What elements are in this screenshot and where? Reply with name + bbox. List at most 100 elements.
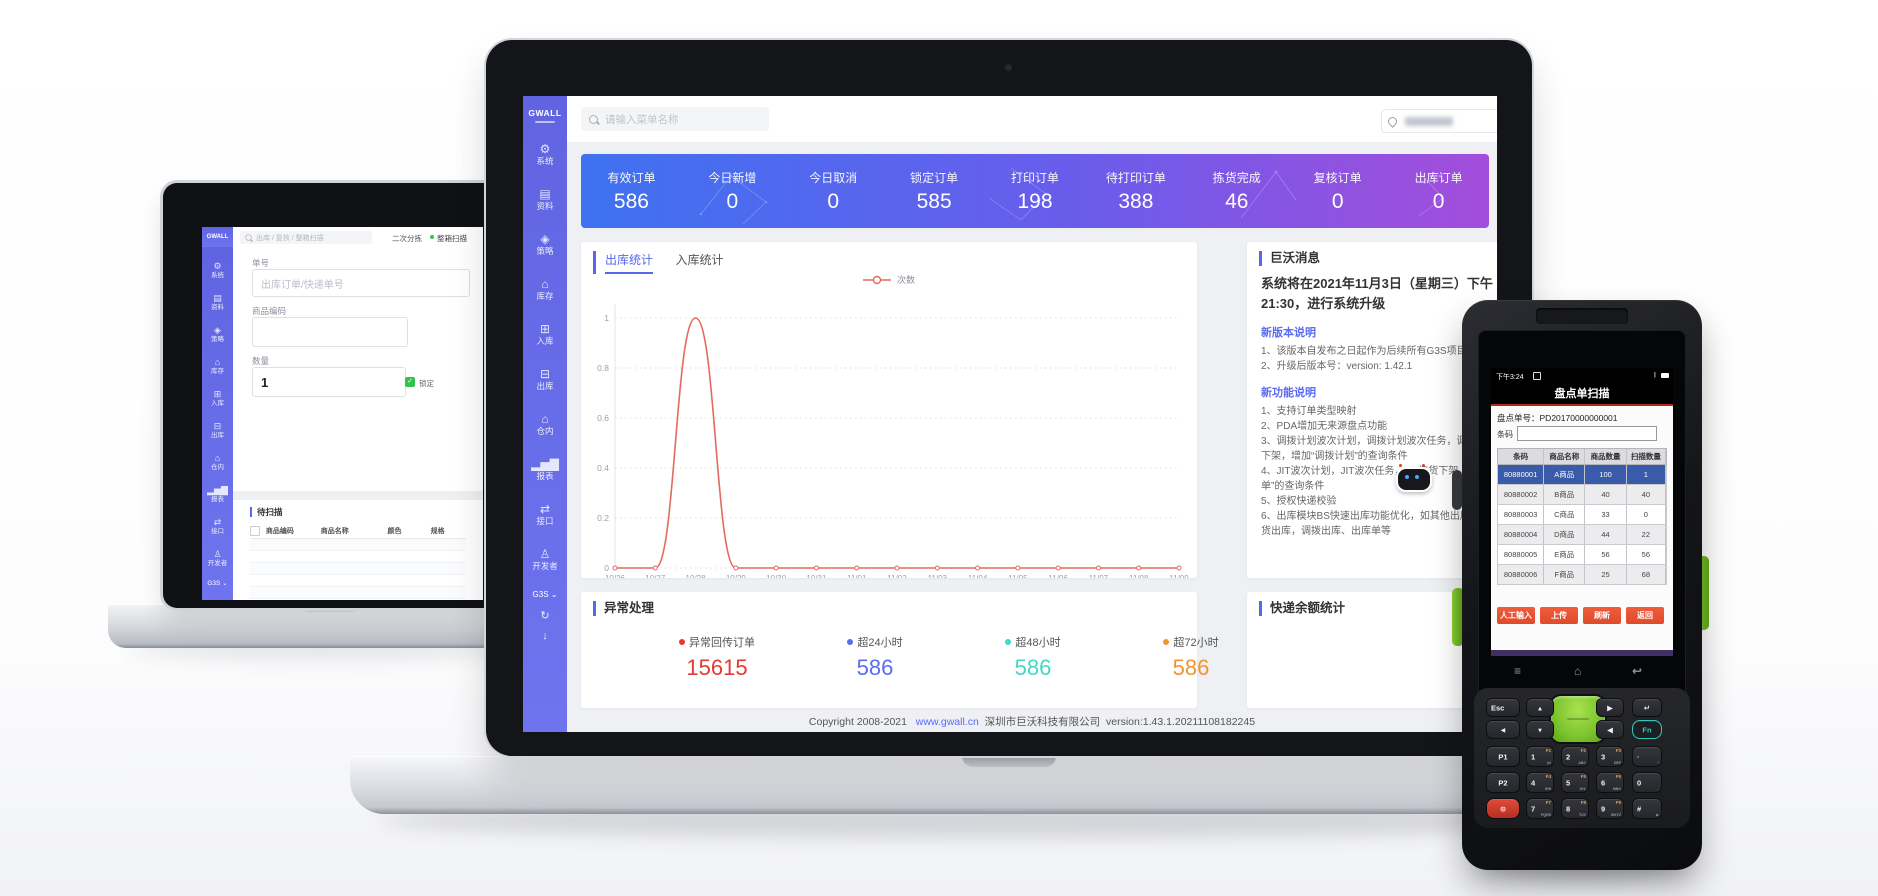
message-item: 6、出库模块BS快速出库功能优化，如其他出库，采购退货出库，调拨出库、出库单等 xyxy=(1261,511,1497,537)
key-power[interactable]: ⊙ xyxy=(1486,798,1520,819)
pda-table-row[interactable]: 80880004 D商品 44 22 xyxy=(1497,525,1667,545)
main-logo: GWALL xyxy=(528,108,562,118)
barcode-input[interactable] xyxy=(1517,426,1657,441)
key-fn[interactable]: Fn xyxy=(1632,720,1662,739)
sidebar-item-interface[interactable]: ⇄ 接口 xyxy=(202,511,233,543)
sidebar-item-warehouse[interactable]: ⌂ 仓内 xyxy=(202,447,233,479)
env-select[interactable]: G3S ⌄ xyxy=(207,580,228,587)
order-no-input[interactable]: 出库订单/快递单号 xyxy=(252,269,470,297)
pda-screen-bottom-strip xyxy=(1491,650,1673,656)
home-icon[interactable]: ⌂ xyxy=(1574,664,1582,678)
key-key-9[interactable]: 9 F9 WXYZ xyxy=(1596,798,1624,819)
stat-card: 拣货完成 46 xyxy=(1186,169,1287,214)
sidebar-item-warehouse[interactable]: ⌂ 仓内 xyxy=(523,402,567,447)
table-row[interactable] xyxy=(250,575,466,587)
pda-cell: 33 xyxy=(1585,505,1627,524)
key-vol-down[interactable]: ▾ xyxy=(1526,720,1554,739)
location-pin-icon xyxy=(1386,114,1399,128)
pda-table-row[interactable]: 80880003 C商品 33 0 xyxy=(1497,505,1667,525)
tab-outbound-stats[interactable]: 出库统计 xyxy=(605,251,654,274)
pda-table-row[interactable]: 80880002 B商品 40 40 xyxy=(1497,485,1667,505)
pda-left-side-button[interactable] xyxy=(1452,470,1462,510)
lock-checkbox[interactable]: ✓ xyxy=(405,377,415,387)
table-row[interactable] xyxy=(250,551,466,563)
notification-icon xyxy=(1533,372,1541,380)
main-sidebar: GWALL ⚙ 系统 ▤ 资料 ◈ 策略 ⌂ 库存 ⊞ 入库 ⊟ 出库 ⌂ 仓内 ▂▅▇ 报表 ⇄ 接口 ♙ 开发者 … xyxy=(523,96,567,732)
sidebar-item-report[interactable]: ▂▅▇ 报表 xyxy=(202,479,233,511)
tab-secondary-sort[interactable]: 二次分拣 xyxy=(392,234,422,243)
download-icon[interactable]: ↓ xyxy=(542,630,548,642)
pda-table-row[interactable]: 80880005 E商品 56 56 xyxy=(1497,545,1667,565)
sidebar-item-label: 系统 xyxy=(536,156,554,167)
sidebar-item-developer[interactable]: ♙ 开发者 xyxy=(202,543,233,575)
pda-cell: 80880005 xyxy=(1498,545,1545,564)
left-search-input[interactable]: 出库 / 复核 / 整箱扫描 xyxy=(240,231,372,244)
key-backspace[interactable]: ◄ xyxy=(1486,720,1520,739)
sidebar-item-outbound[interactable]: ⊟ 出库 xyxy=(523,357,567,402)
key-media-prev[interactable]: ◀ xyxy=(1596,720,1624,739)
footer-link[interactable]: www.gwall.cn xyxy=(915,716,979,728)
table-row[interactable] xyxy=(250,563,466,575)
pda-table-row[interactable]: 80880006 F商品 25 68 xyxy=(1497,565,1667,585)
key-key-0[interactable]: 0 _ xyxy=(1632,772,1662,793)
tab-inbound-stats[interactable]: 入库统计 xyxy=(675,253,724,267)
pda-button-3[interactable]: 刷新 xyxy=(1583,607,1621,624)
search-icon xyxy=(245,234,252,241)
table-row[interactable] xyxy=(250,587,466,599)
header-checkbox[interactable] xyxy=(250,526,260,536)
qty-input[interactable]: 1 xyxy=(252,367,406,397)
gear-icon: ⚙ xyxy=(213,261,222,272)
key-media-next[interactable]: ▶ xyxy=(1596,698,1624,717)
key-key-7[interactable]: 7 F7 PQRS xyxy=(1526,798,1554,819)
sidebar-item-document[interactable]: ▤ 资料 xyxy=(202,287,233,319)
stat-label: 打印订单 xyxy=(1011,170,1060,185)
warehouse-select[interactable]: ∨ xyxy=(1381,109,1497,133)
key-esc[interactable]: Esc xyxy=(1486,698,1520,717)
sidebar-item-document[interactable]: ▤ 资料 xyxy=(523,177,567,222)
sidebar-item-inbound[interactable]: ⊞ 入库 xyxy=(523,312,567,357)
sku-input[interactable] xyxy=(252,317,408,347)
key-key-1[interactable]: 1 F1 @/ xyxy=(1526,746,1554,767)
key-p2[interactable]: P2 xyxy=(1486,772,1520,793)
pda-button-2[interactable]: 上传 xyxy=(1540,607,1578,624)
sidebar-item-report[interactable]: ▂▅▇ 报表 xyxy=(523,447,567,492)
sidebar-item-inventory[interactable]: ⌂ 库存 xyxy=(523,267,567,312)
pda-column-header: 商品数量 xyxy=(1585,449,1627,464)
key-p1[interactable]: P1 xyxy=(1486,746,1520,767)
key-enter[interactable]: ↵ xyxy=(1632,698,1662,717)
sidebar-item-gear[interactable]: ⚙ 系统 xyxy=(202,255,233,287)
table-row[interactable] xyxy=(250,539,466,551)
key-vol-up[interactable]: ▴ xyxy=(1526,698,1554,717)
pda-left-scan-trigger[interactable] xyxy=(1452,588,1464,646)
stat-card: 出库订单 0 xyxy=(1388,169,1489,214)
sidebar-item-developer[interactable]: ♙ 开发者 xyxy=(523,537,567,582)
refresh-icon[interactable]: ↻ xyxy=(540,610,550,622)
key-hash[interactable]: # ▶ xyxy=(1632,798,1662,819)
key-key-8[interactable]: 8 F8 TUV xyxy=(1561,798,1589,819)
sidebar-item-inventory[interactable]: ⌂ 库存 xyxy=(202,351,233,383)
sidebar-item-gear[interactable]: ⚙ 系统 xyxy=(523,132,567,177)
key-key-6[interactable]: 6 F6 MNO xyxy=(1596,772,1624,793)
message-item: 3、调拨计划波次计划，调拨计划波次任务，调拨计划拣货下架，增加“调拨计划”的查询… xyxy=(1261,436,1497,462)
sidebar-item-outbound[interactable]: ⊟ 出库 xyxy=(202,415,233,447)
document-icon: ▤ xyxy=(213,293,222,304)
column-header: 商品编码 xyxy=(265,528,294,535)
menu-icon[interactable]: ≡ xyxy=(1514,664,1522,678)
sidebar-item-strategy[interactable]: ◈ 策略 xyxy=(202,319,233,351)
pda-button-4[interactable]: 返回 xyxy=(1626,607,1664,624)
pda-table-row[interactable]: 80880001 A商品 100 1 xyxy=(1497,465,1667,485)
env-select[interactable]: G3S ⌄ xyxy=(532,590,558,599)
back-icon[interactable]: ↩ xyxy=(1632,664,1643,678)
sidebar-item-inbound[interactable]: ⊞ 入库 xyxy=(202,383,233,415)
key-dot-star[interactable]: · * xyxy=(1632,746,1662,767)
key-key-3[interactable]: 3 F3 DEF xyxy=(1596,746,1624,767)
menu-search-input[interactable]: 请输入菜单名称 xyxy=(581,107,769,131)
key-key-4[interactable]: 4 F4 GHI xyxy=(1526,772,1554,793)
tab-box-scan[interactable]: 整箱扫描 xyxy=(437,234,467,243)
key-key-5[interactable]: 5 F5 JKL xyxy=(1561,772,1589,793)
sidebar-item-strategy[interactable]: ◈ 策略 xyxy=(523,222,567,267)
pda-cell: 1 xyxy=(1627,465,1666,484)
key-key-2[interactable]: 2 F2 ABC xyxy=(1561,746,1589,767)
pda-button-1[interactable]: 人工输入 xyxy=(1497,607,1535,624)
sidebar-item-interface[interactable]: ⇄ 接口 xyxy=(523,492,567,537)
